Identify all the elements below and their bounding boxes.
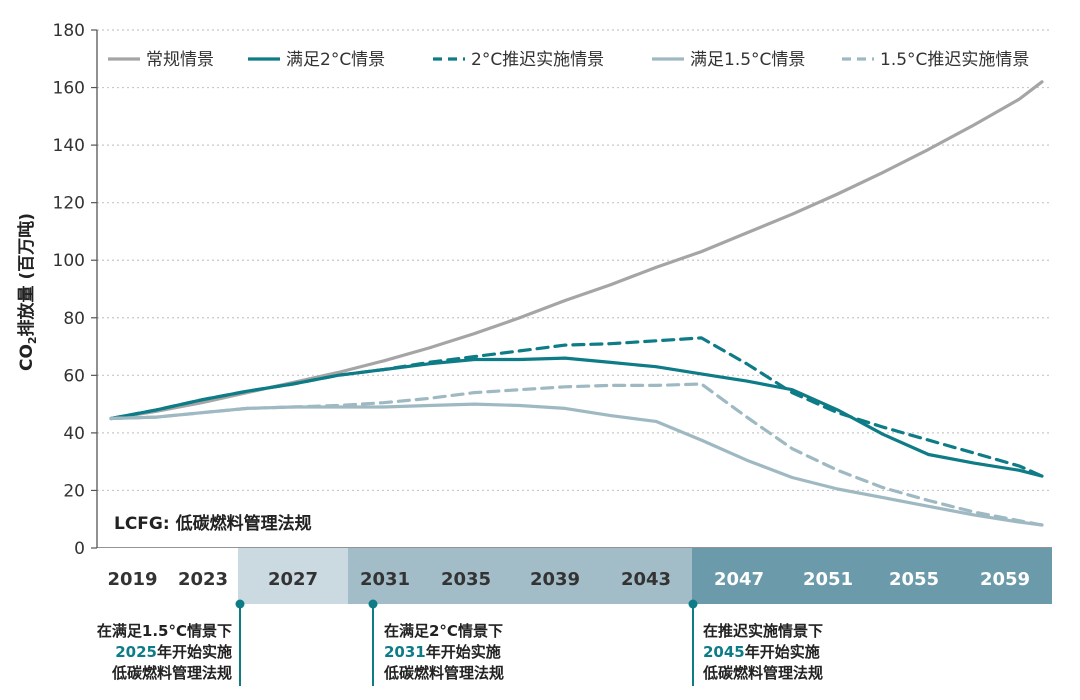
annotation-line1: 在满足1.5°C情景下 — [97, 622, 232, 640]
y-tick-label: 40 — [63, 424, 85, 444]
y-axis-label: CO2排放量 (百万吨) — [16, 213, 39, 371]
band-2027 — [238, 548, 348, 604]
x-tick-label: 2043 — [621, 569, 671, 590]
x-tick-label: 2051 — [803, 569, 853, 590]
y-tick-label: 20 — [63, 481, 85, 501]
x-tick-label: 2039 — [530, 569, 580, 590]
x-tick-label: 2055 — [889, 569, 939, 590]
x-tick-label: 2035 — [441, 569, 491, 590]
y-tick-label: 60 — [63, 366, 85, 386]
series-line-0 — [109, 80, 1044, 421]
annotation-dot — [235, 599, 245, 609]
legend-layer: 常规情景 满足2°C情景 2°C推迟实施情景 满足1.5°C情景 1.5°C推迟实施情景 — [108, 50, 1029, 70]
series-layer — [109, 80, 1044, 527]
legend-label: 1.5°C推迟实施情景 — [880, 50, 1029, 70]
x-tick-label: 2047 — [714, 569, 764, 590]
legend-label: 2°C推迟实施情景 — [471, 50, 604, 70]
band-2023 — [168, 548, 238, 604]
y-tick-label: 160 — [53, 79, 85, 99]
y-tick-label: 0 — [74, 539, 85, 559]
y-tick-label: 80 — [63, 309, 85, 329]
y-tick-label: 180 — [53, 21, 85, 41]
band-layer: 2019 2023 2027 2031 2035 2039 2043 2047 2051 2055… — [97, 548, 1052, 604]
x-tick-label: 2027 — [268, 569, 318, 590]
legend-label: 常规情景 — [146, 50, 214, 70]
band-2019 — [97, 548, 168, 604]
annotation-line1: 在推迟实施情景下 — [703, 622, 823, 640]
annotation-dot — [368, 599, 378, 609]
annotation-line1: 在满足2°C情景下 — [384, 622, 503, 640]
annotation-layer: 在满足1.5°C情景下2025年开始实施低碳燃料管理法规在满足2°C情景下203… — [97, 599, 823, 686]
annotation-line3: 低碳燃料管理法规 — [702, 664, 823, 682]
x-tick-label: 2019 — [107, 569, 157, 590]
annotation-line3: 低碳燃料管理法规 — [111, 664, 232, 682]
annotation-line2: 2031年开始实施 — [384, 643, 501, 661]
band-2043 — [600, 548, 692, 604]
band-2051 — [786, 548, 870, 604]
x-tick-label: 2031 — [360, 569, 410, 590]
lcfg-note: LCFG: 低碳燃料管理法规 — [114, 513, 312, 534]
band-2059 — [958, 548, 1052, 604]
legend-label: 满足1.5°C情景 — [690, 50, 805, 70]
y-tick-label: 100 — [53, 251, 85, 271]
series-line-3 — [109, 402, 1044, 527]
series-line-2 — [109, 336, 1044, 478]
axis-layer: 0 20 40 60 80 100 120 140 160 180 — [53, 21, 1052, 559]
grid-layer — [97, 29, 1052, 492]
annotation-dot — [688, 599, 698, 609]
band-2039 — [510, 548, 600, 604]
band-2047 — [692, 548, 786, 604]
annotation-line2: 2045年开始实施 — [703, 643, 820, 661]
annotation-line3: 低碳燃料管理法规 — [383, 664, 504, 682]
band-2035 — [422, 548, 510, 604]
legend-label: 满足2°C情景 — [286, 50, 385, 70]
y-tick-label: 120 — [53, 194, 85, 214]
annotation-line2: 2025年开始实施 — [115, 643, 232, 661]
series-line-4 — [109, 382, 1044, 527]
band-2055 — [870, 548, 958, 604]
x-tick-label: 2059 — [980, 569, 1030, 590]
x-tick-label: 2023 — [178, 569, 228, 590]
y-tick-label: 140 — [53, 136, 85, 156]
band-2031 — [348, 548, 422, 604]
